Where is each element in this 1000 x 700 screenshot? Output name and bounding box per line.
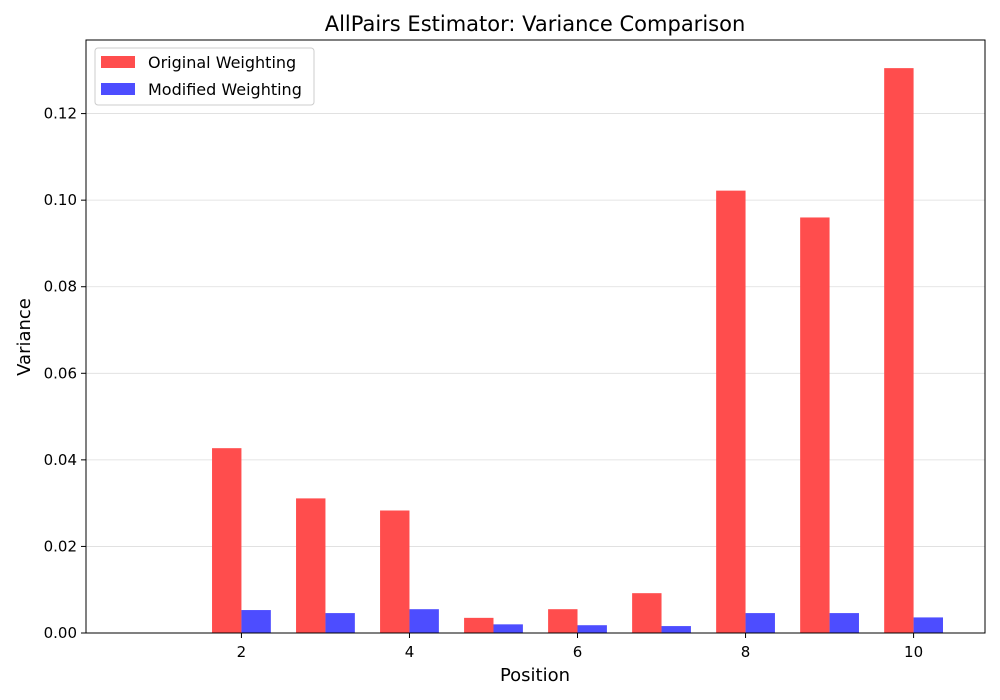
- bar-modified-weighting: [745, 613, 775, 633]
- bar-original-weighting: [632, 593, 662, 633]
- x-axis-label: Position: [500, 665, 570, 686]
- x-tick-label: 10: [904, 643, 923, 661]
- legend: Original Weighting Modified Weighting: [94, 47, 315, 106]
- plot-frame: [85, 39, 986, 634]
- bar-original-weighting: [464, 617, 494, 633]
- x-tick-label: 6: [573, 643, 583, 661]
- bar-original-weighting: [800, 217, 830, 633]
- y-axis: 0.00 0.02 0.04 0.06 0.08 0.10 0.12: [44, 105, 86, 642]
- chart-title: AllPairs Estimator: Variance Comparison: [325, 12, 746, 36]
- bar-original-weighting: [548, 609, 578, 633]
- bars: [212, 68, 943, 634]
- legend-label-modified: Modified Weighting: [148, 80, 302, 99]
- bar-modified-weighting: [409, 609, 439, 633]
- bar-modified-weighting: [661, 626, 691, 633]
- x-axis: 2 4 6 8 10: [237, 633, 923, 661]
- bar-modified-weighting: [913, 617, 943, 633]
- y-tick-label: 0.12: [44, 105, 77, 123]
- y-tick-label: 0.04: [44, 451, 77, 469]
- bar-modified-weighting: [829, 613, 859, 633]
- y-tick-label: 0.02: [44, 537, 77, 555]
- bar-original-weighting: [380, 510, 410, 633]
- y-axis-label: Variance: [14, 298, 35, 376]
- x-tick-label: 4: [405, 643, 415, 661]
- bar-original-weighting: [884, 68, 914, 634]
- bar-original-weighting: [212, 448, 242, 633]
- bar-modified-weighting: [241, 610, 271, 633]
- legend-swatch-modified: [101, 83, 135, 95]
- y-tick-label: 0.00: [44, 624, 77, 642]
- y-tick-label: 0.08: [44, 278, 77, 296]
- bar-modified-weighting: [577, 625, 607, 633]
- legend-label-original: Original Weighting: [148, 53, 296, 72]
- x-tick-label: 8: [741, 643, 751, 661]
- legend-box: [94, 47, 315, 106]
- x-tick-label: 2: [237, 643, 247, 661]
- bar-original-weighting: [296, 498, 326, 633]
- bar-modified-weighting: [493, 624, 523, 633]
- y-tick-label: 0.10: [44, 191, 77, 209]
- bar-modified-weighting: [325, 613, 355, 633]
- legend-swatch-original: [101, 56, 135, 68]
- y-tick-label: 0.06: [44, 364, 77, 382]
- bar-original-weighting: [716, 190, 746, 633]
